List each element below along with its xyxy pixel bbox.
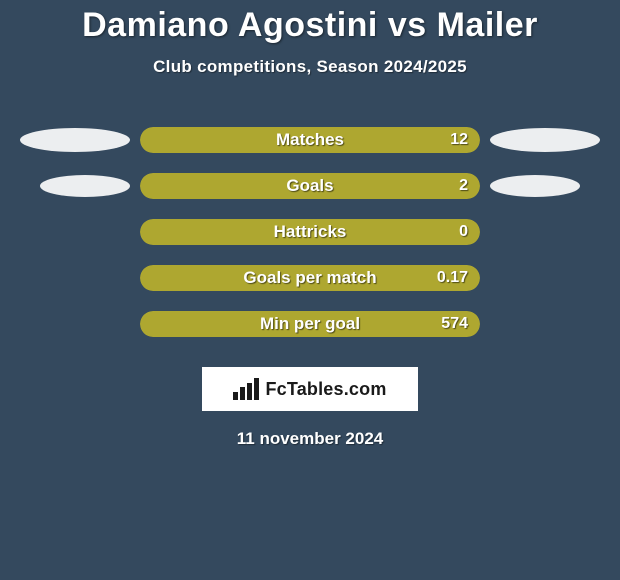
- stat-row: Hattricks 0: [0, 209, 620, 255]
- right-ellipse: [490, 128, 600, 152]
- stat-bar: Hattricks 0: [140, 219, 480, 245]
- stat-row: Goals 2: [0, 163, 620, 209]
- stat-label: Hattricks: [274, 222, 347, 242]
- stat-bar: Goals 2: [140, 173, 480, 199]
- stat-value: 0: [459, 223, 468, 241]
- comparison-card: Damiano Agostini vs Mailer Club competit…: [0, 0, 620, 449]
- stat-value: 574: [441, 315, 468, 333]
- stat-row: Min per goal 574: [0, 301, 620, 347]
- bar-chart-icon: [233, 378, 259, 400]
- stat-value: 0.17: [437, 269, 468, 287]
- right-ellipse: [490, 175, 580, 197]
- stat-label: Goals per match: [243, 268, 376, 288]
- stat-label: Min per goal: [260, 314, 360, 334]
- date-stamp: 11 november 2024: [0, 429, 620, 449]
- stat-value: 12: [450, 131, 468, 149]
- stat-row: Matches 12: [0, 117, 620, 163]
- page-subtitle: Club competitions, Season 2024/2025: [0, 57, 620, 77]
- stat-value: 2: [459, 177, 468, 195]
- stats-list: Matches 12 Goals 2 Hattricks 0 Goals per match…: [0, 117, 620, 347]
- branding-badge: FcTables.com: [202, 367, 418, 411]
- left-ellipse: [20, 128, 130, 152]
- branding-text: FcTables.com: [265, 379, 386, 400]
- stat-label: Goals: [286, 176, 333, 196]
- stat-bar: Min per goal 574: [140, 311, 480, 337]
- stat-label: Matches: [276, 130, 344, 150]
- left-ellipse: [40, 175, 130, 197]
- page-title: Damiano Agostini vs Mailer: [0, 6, 620, 45]
- stat-bar: Matches 12: [140, 127, 480, 153]
- stat-row: Goals per match 0.17: [0, 255, 620, 301]
- stat-bar: Goals per match 0.17: [140, 265, 480, 291]
